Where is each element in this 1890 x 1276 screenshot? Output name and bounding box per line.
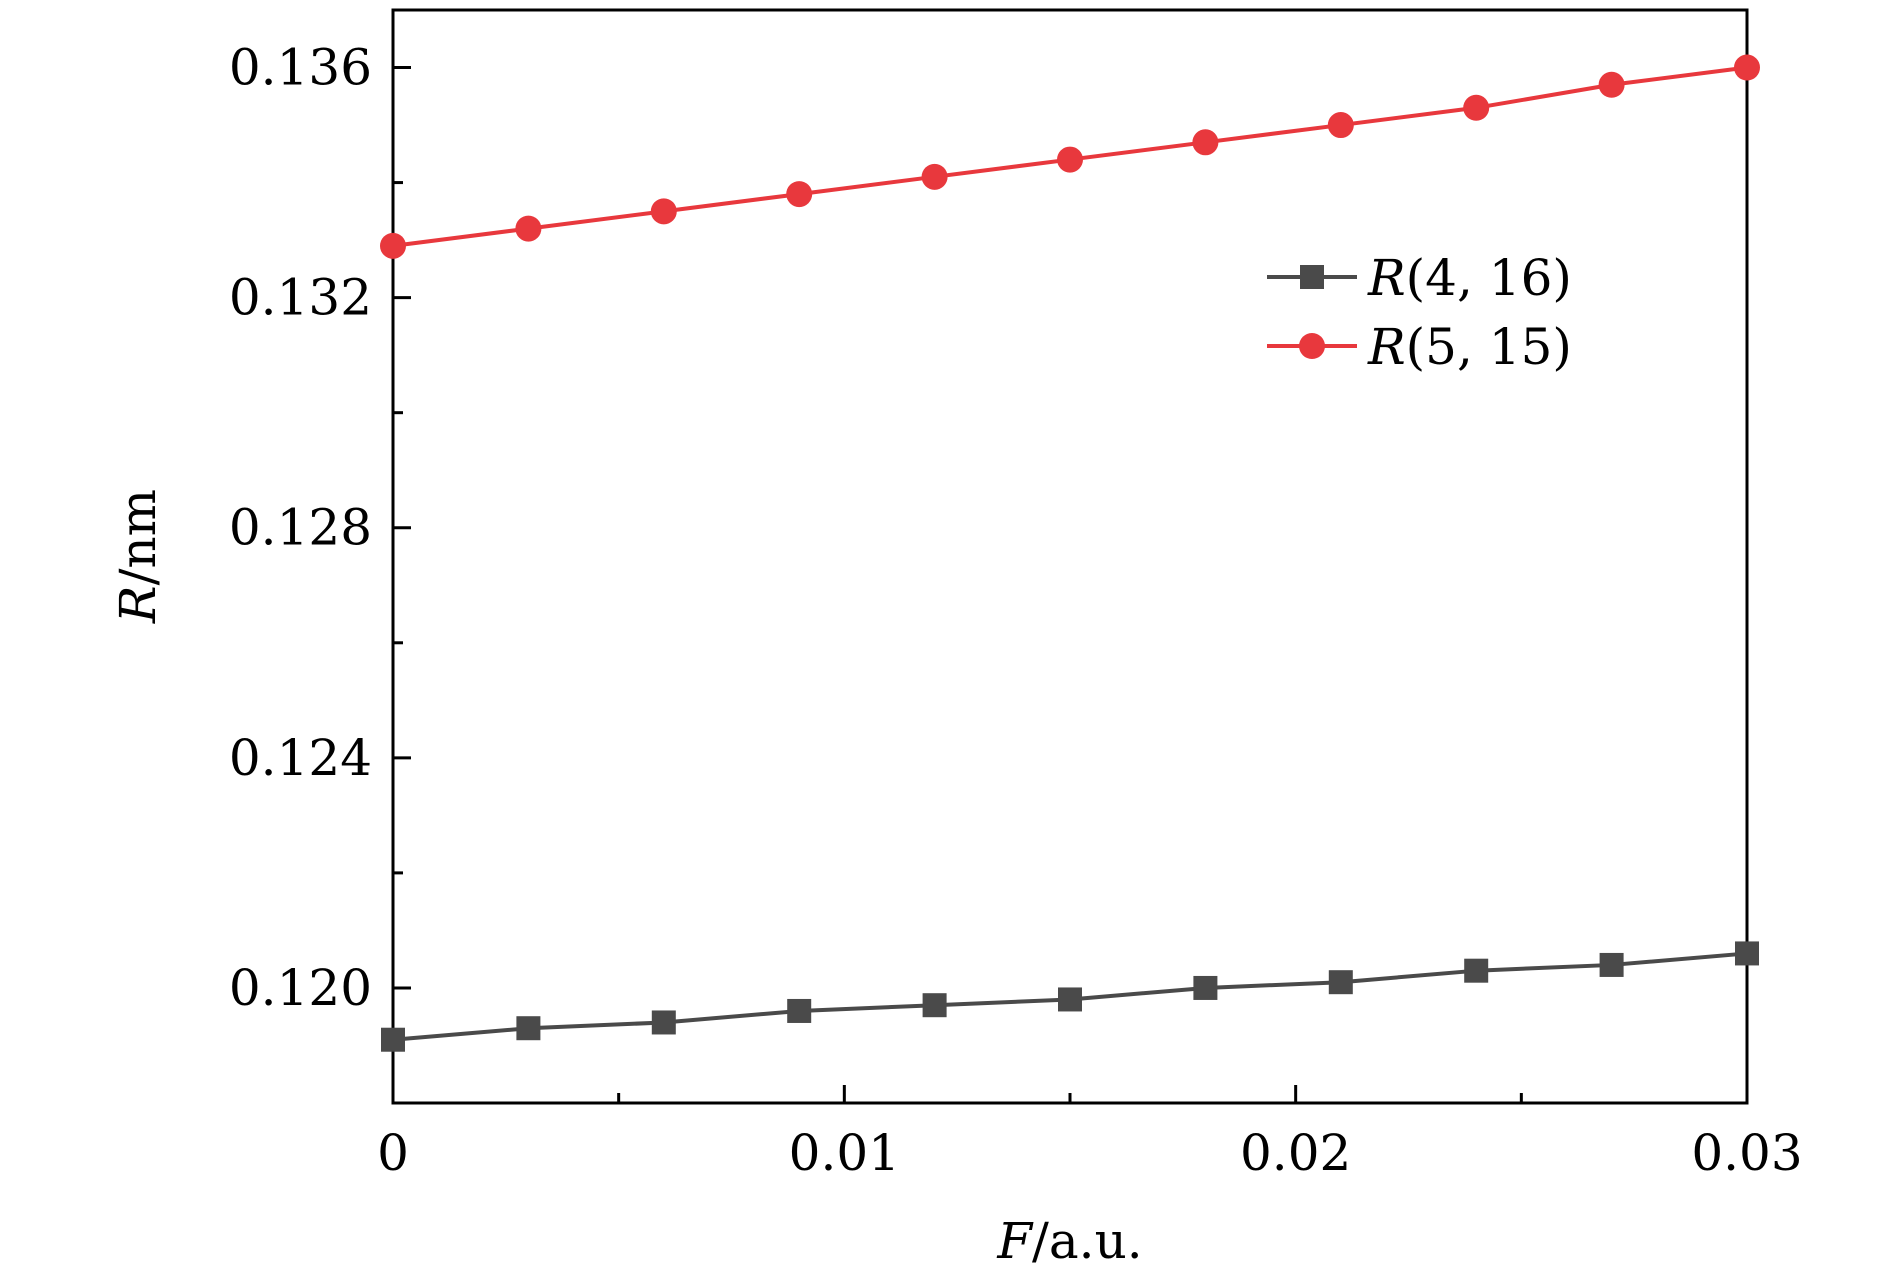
data-point-square: [1464, 958, 1489, 983]
data-point-square: [651, 1010, 676, 1035]
y-axis-symbol: R: [109, 585, 167, 624]
data-point-circle: [1057, 146, 1083, 173]
x-tick-label: 0.02: [1240, 1124, 1351, 1182]
data-point-square: [787, 998, 812, 1023]
legend-entry-r-5-15: R(5, 15): [1267, 318, 1572, 376]
data-point-square: [1599, 952, 1624, 977]
legend-args-r-4-16: (4, 16): [1406, 249, 1572, 307]
legend-symbol-r-5-15: R: [1367, 318, 1406, 376]
legend-entry-r-4-16: R(4, 16): [1267, 249, 1572, 307]
data-point-circle: [650, 198, 677, 225]
series-2: [380, 54, 1760, 259]
data-point-circle: [786, 181, 813, 208]
x-axis-title: F/a.u.: [996, 1212, 1142, 1270]
x-axis-symbol: F: [996, 1212, 1034, 1270]
series-layer: [380, 54, 1760, 1052]
legend-symbol-r-4-16: R: [1367, 249, 1406, 307]
data-point-square: [516, 1016, 541, 1041]
plot-frame: [391, 8, 1749, 1105]
data-point-circle: [1734, 54, 1760, 81]
x-tick-label: 0: [377, 1124, 409, 1182]
legend-args-r-5-15: (5, 15): [1406, 318, 1572, 376]
data-point-circle: [1192, 129, 1219, 156]
legend-label-r-5-15: R(5, 15): [1367, 318, 1572, 376]
data-point-square: [1735, 941, 1759, 966]
x-tick-label: 0.01: [789, 1124, 900, 1182]
data-point-square: [381, 1027, 405, 1052]
legend: R(4, 16) R(5, 15): [1267, 249, 1572, 376]
data-point-circle: [1463, 94, 1490, 121]
data-point-square: [922, 993, 947, 1018]
x-axis-ticks: 0 0.01 0.02 0.03: [377, 1085, 1803, 1182]
y-tick-label: 0.124: [229, 729, 372, 787]
y-tick-label: 0.120: [229, 959, 372, 1017]
data-point-square: [1193, 975, 1218, 1000]
data-point-circle: [515, 215, 542, 242]
data-point-square: [1328, 970, 1353, 995]
y-tick-label: 0.132: [229, 269, 372, 327]
y-tick-label: 0.128: [229, 499, 372, 557]
data-point-square: [1058, 987, 1082, 1012]
data-point-circle: [921, 163, 948, 190]
y-axis-unit: /nm: [109, 489, 167, 585]
x-tick-label: 0.03: [1691, 1124, 1802, 1182]
data-point-circle: [380, 232, 406, 259]
data-point-circle: [1327, 112, 1354, 139]
x-axis-unit: /a.u.: [1032, 1212, 1143, 1270]
series-1: [381, 941, 1759, 1052]
y-axis-ticks: 0.120 0.124 0.128 0.132 0.136: [229, 39, 411, 1017]
data-point-circle: [1598, 71, 1625, 98]
legend-label-r-4-16: R(4, 16): [1367, 249, 1572, 307]
legend-marker-square: [1300, 265, 1324, 289]
legend-marker-circle: [1299, 333, 1325, 359]
y-tick-label: 0.136: [229, 39, 372, 97]
y-axis-title: R/nm: [109, 489, 167, 624]
